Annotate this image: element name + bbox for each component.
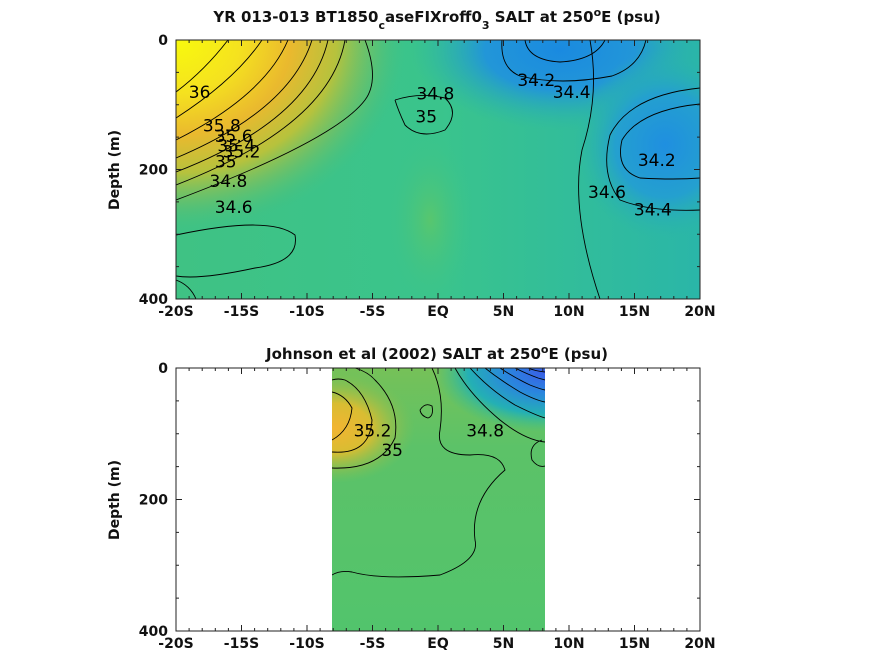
panel-1-y-axis: 0 200 400	[139, 33, 700, 308]
panel-1-contour-labels: 3635.835.635.435.23534.834.634.83534.234…	[189, 71, 676, 221]
panel-1-field	[176, 40, 700, 299]
panel-2-y-axis-label: Depth (m)	[107, 460, 123, 540]
x-tick-label: -20S	[158, 304, 193, 320]
y-tick-label: 400	[139, 292, 168, 308]
x-tick-label: -15S	[224, 304, 259, 320]
x-tick-label: -10S	[289, 636, 324, 652]
y-tick-label: 200	[139, 163, 168, 179]
x-tick-label: -5S	[360, 304, 386, 320]
panel-2-y-axis: 0 200 400	[139, 361, 700, 640]
panel-1-title: YR 013-013 BT1850caseFIXroff03 SALT at 2…	[212, 6, 660, 32]
panel-1-y-axis-label: Depth (m)	[107, 130, 123, 210]
contour-label: 34.6	[588, 183, 626, 203]
contour-label: 35.2	[354, 421, 392, 441]
x-tick-label: EQ	[427, 636, 449, 652]
panel-1-x-axis: -20S -15S -10S -5S EQ 5N 10N 15N 20N	[158, 40, 716, 320]
contour-label: 34.2	[638, 151, 676, 171]
contour-label: 35	[381, 441, 403, 461]
x-tick-label: 20N	[684, 636, 715, 652]
contour-label: 36	[189, 83, 211, 103]
contour-label: 34.6	[215, 198, 253, 218]
contour-label: 35	[215, 153, 237, 173]
panel-2-x-axis: -20S -15S -10S -5S EQ 5N 10N 15N 20N	[158, 368, 716, 652]
contour-label: 34.8	[209, 172, 247, 192]
contour-label: 34.2	[517, 71, 555, 91]
contour-label: 34.4	[553, 83, 591, 103]
x-tick-label: 5N	[493, 636, 514, 652]
contour-label: 35.2	[223, 142, 261, 162]
x-tick-label: -10S	[289, 304, 324, 320]
contour-label: 34.8	[416, 85, 454, 105]
contour-label: 35.4	[217, 137, 255, 157]
contour-label: 35	[415, 107, 437, 127]
panel-2-field	[332, 368, 545, 631]
panel-2-title: Johnson et al (2002) SALT at 250oE (psu)	[265, 343, 608, 364]
panel-2-observed-salinity: Johnson et al (2002) SALT at 250oE (psu)…	[107, 343, 716, 653]
x-tick-label: EQ	[427, 304, 449, 320]
x-tick-label: -5S	[360, 636, 386, 652]
x-tick-label: 10N	[553, 304, 584, 320]
y-tick-label: 0	[158, 361, 168, 377]
panel-2-contour-labels: 35.235 34.8	[354, 421, 505, 461]
contour-label: 34.4	[634, 201, 672, 221]
x-tick-label: 10N	[553, 636, 584, 652]
y-tick-label: 400	[139, 624, 168, 640]
x-tick-label: 15N	[619, 304, 650, 320]
x-tick-label: 15N	[619, 636, 650, 652]
contour-label: 35.8	[203, 116, 241, 136]
x-tick-label: 5N	[493, 304, 514, 320]
contour-label: 35.6	[215, 127, 253, 147]
y-tick-label: 200	[139, 493, 168, 509]
x-tick-label: -15S	[224, 636, 259, 652]
x-tick-label: 20N	[684, 304, 715, 320]
contour-label: 34.8	[466, 421, 504, 441]
panel-1-model-salinity: YR 013-013 BT1850caseFIXroff03 SALT at 2…	[107, 6, 716, 321]
y-tick-label: 0	[158, 33, 168, 49]
x-tick-label: -20S	[158, 636, 193, 652]
